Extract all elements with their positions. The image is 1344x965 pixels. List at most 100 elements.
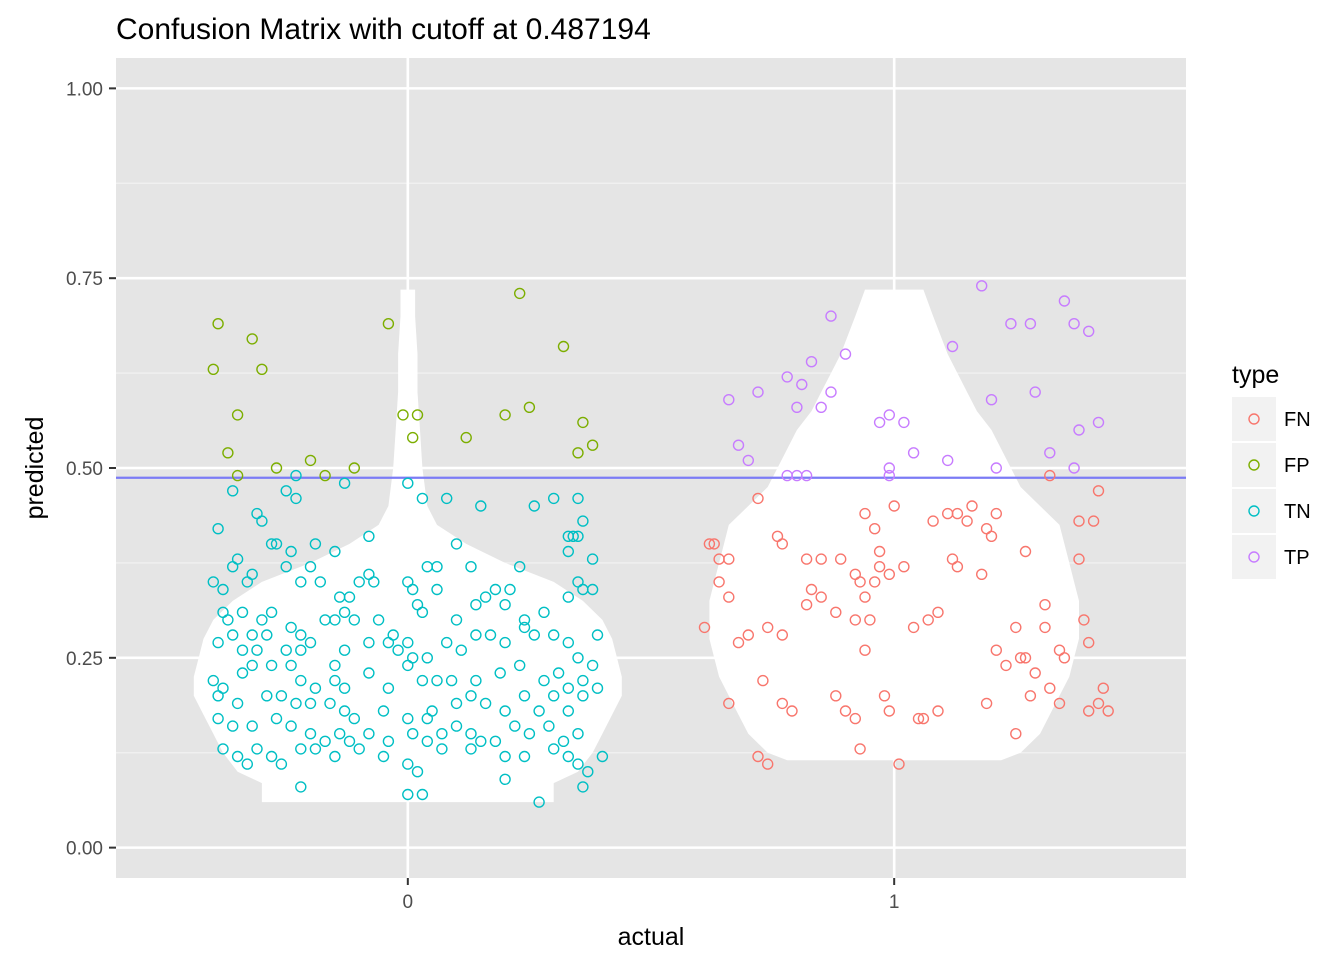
point-TN — [572, 758, 584, 770]
point-TP — [873, 416, 886, 429]
point-TP — [1044, 447, 1056, 459]
point-FP — [411, 409, 424, 421]
point-FN — [907, 621, 920, 634]
point-TP — [825, 386, 837, 398]
legend-key-TP — [1248, 551, 1260, 563]
point-TN — [470, 674, 482, 687]
point-FP — [270, 462, 283, 474]
point-TN — [411, 766, 424, 778]
point-TN — [402, 477, 414, 489]
point-TN — [465, 690, 477, 702]
point-TN — [377, 705, 390, 717]
point-FN — [883, 568, 895, 580]
point-TN — [207, 576, 220, 588]
point-FN — [757, 674, 769, 687]
point-TN — [304, 728, 317, 740]
point-TN — [577, 690, 589, 702]
point-FN — [732, 636, 745, 649]
point-FN — [849, 712, 861, 725]
point-TN — [280, 561, 292, 573]
point-FN — [1024, 690, 1037, 702]
point-TN — [226, 720, 239, 732]
point-TN — [295, 629, 307, 641]
point-TN — [236, 644, 249, 656]
point-FN — [869, 523, 881, 535]
x-axis-label: actual — [618, 923, 685, 951]
point-TN — [538, 606, 550, 618]
point-TN — [465, 743, 477, 755]
point-TN — [295, 743, 307, 755]
point-TN — [562, 705, 574, 717]
point-TN — [363, 636, 375, 649]
violin-0 — [193, 289, 622, 803]
point-TP — [732, 439, 745, 451]
point-TN — [431, 561, 443, 573]
point-TN — [436, 743, 448, 755]
legend-key-TN — [1248, 505, 1260, 517]
point-FN — [835, 553, 847, 565]
point-TN — [552, 667, 565, 679]
point-FP — [514, 287, 526, 300]
point-TP — [752, 386, 764, 398]
point-TN — [591, 629, 604, 641]
point-FN — [830, 690, 842, 702]
point-TN — [548, 690, 560, 702]
y-tick-label: 0.25 — [66, 649, 103, 670]
point-TN — [270, 538, 283, 550]
point-FN — [1082, 636, 1095, 649]
point-TN — [533, 796, 545, 808]
point-TN — [528, 629, 540, 641]
point-FN — [723, 697, 735, 710]
point-TN — [217, 743, 229, 755]
x-tick-label: 0 — [403, 892, 414, 913]
point-TN — [586, 659, 599, 672]
point-TN — [518, 614, 531, 626]
point-TN — [251, 644, 263, 656]
point-TN — [217, 583, 229, 596]
x-tick-label: 1 — [889, 892, 900, 913]
legend-label: FN — [1284, 409, 1311, 431]
point-TN — [295, 576, 307, 588]
point-TP — [781, 371, 793, 383]
point-TN — [226, 485, 239, 497]
point-TN — [577, 674, 589, 687]
point-TN — [226, 629, 239, 641]
point-TN — [591, 682, 604, 694]
point-FN — [869, 576, 881, 588]
point-FN — [966, 500, 978, 512]
point-TN — [557, 735, 570, 747]
point-TN — [475, 500, 487, 512]
point-FN — [698, 621, 711, 634]
point-TN — [290, 492, 302, 505]
legend-key — [1232, 489, 1276, 533]
point-TN — [290, 697, 302, 710]
point-FN — [1078, 614, 1090, 626]
point-TN — [212, 712, 224, 725]
point-TN — [465, 561, 477, 573]
point-FN — [990, 507, 1002, 520]
y-axis: 0.00 0.25 0.50 0.75 1.00 — [66, 79, 116, 860]
point-FN — [951, 561, 964, 573]
point-TP — [1068, 318, 1080, 330]
point-FN — [815, 553, 827, 565]
points — [207, 280, 1114, 808]
point-TN — [338, 477, 351, 489]
point-TN — [275, 690, 288, 702]
point-TN — [518, 621, 531, 634]
point-FN — [990, 644, 1002, 656]
point-FN — [980, 697, 993, 710]
point-FN — [898, 561, 910, 573]
point-TN — [416, 788, 429, 801]
point-TN — [450, 614, 463, 626]
point-FN — [854, 743, 866, 755]
point-TN — [348, 614, 360, 626]
point-TN — [499, 750, 511, 763]
legend-key — [1232, 443, 1276, 487]
point-TP — [805, 356, 818, 368]
point-TN — [280, 644, 292, 656]
y-tick-label: 0.50 — [66, 459, 103, 480]
point-TN — [304, 561, 317, 573]
point-TN — [518, 750, 531, 763]
point-TN — [586, 583, 599, 596]
